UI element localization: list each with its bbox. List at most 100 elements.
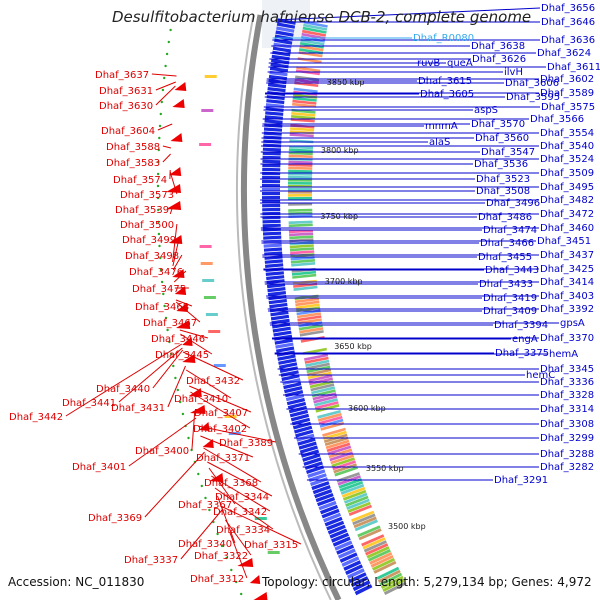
forward-gene-label[interactable]: Dhaf_3375 bbox=[495, 348, 549, 359]
forward-gene-label[interactable]: aspS bbox=[474, 105, 498, 116]
forward-gene-label[interactable]: Dhaf_3414 bbox=[540, 277, 594, 288]
forward-gene-label[interactable]: Dhaf_3486 bbox=[478, 212, 532, 223]
reverse-gene-label[interactable]: Dhaf_3476 bbox=[129, 267, 183, 278]
forward-gene-label[interactable]: Dhaf_3606 bbox=[505, 78, 559, 89]
forward-gene-label[interactable]: Dhaf_3451 bbox=[537, 236, 591, 247]
forward-gene-label[interactable]: Dhaf_3394 bbox=[494, 320, 548, 331]
reverse-gene-label[interactable]: Dhaf_3442 bbox=[9, 412, 63, 423]
forward-gene-label[interactable]: Dhaf_3419 bbox=[483, 293, 537, 304]
forward-gene-label[interactable]: Dhaf_3482 bbox=[540, 195, 594, 206]
forward-gene-label[interactable]: Dhaf_3308 bbox=[540, 419, 594, 430]
reverse-gene-label[interactable]: Dhaf_3573 bbox=[120, 190, 174, 201]
forward-gene-label[interactable]: Dhaf_3589 bbox=[540, 88, 594, 99]
reverse-gene-label[interactable]: Dhaf_3312 bbox=[190, 574, 244, 585]
forward-gene-label[interactable]: Dhaf_3437 bbox=[540, 250, 594, 261]
reverse-gene-label[interactable]: Dhaf_3446 bbox=[151, 334, 205, 345]
reverse-gene-label[interactable]: Dhaf_3432 bbox=[186, 376, 240, 387]
forward-gene-label[interactable]: Dhaf_3636 bbox=[541, 35, 595, 46]
forward-gene-label[interactable]: Dhaf_3509 bbox=[540, 168, 594, 179]
forward-gene-label[interactable]: Dhaf_3460 bbox=[540, 223, 594, 234]
reverse-gene-label[interactable]: Dhaf_3402 bbox=[193, 424, 247, 435]
reverse-gene-label[interactable]: Dhaf_3604 bbox=[101, 126, 155, 137]
forward-gene-label[interactable]: Dhaf_3433 bbox=[479, 279, 533, 290]
reverse-gene-label[interactable]: Dhaf_3475 bbox=[132, 284, 186, 295]
reverse-gene-label[interactable]: Dhaf_3574 bbox=[113, 175, 167, 186]
forward-gene-label[interactable]: Dhaf_3602 bbox=[540, 74, 594, 85]
forward-gene-label[interactable]: hemA bbox=[549, 349, 578, 360]
forward-gene-label[interactable]: Dhaf_3615 bbox=[418, 76, 472, 87]
reverse-gene-label[interactable]: Dhaf_3401 bbox=[72, 462, 126, 473]
reverse-gene-label[interactable]: Dhaf_3467 bbox=[143, 318, 197, 329]
forward-gene-label[interactable]: Dhaf_3291 bbox=[494, 475, 548, 486]
forward-gene-label[interactable]: queA bbox=[447, 58, 473, 69]
forward-gene-label[interactable]: Dhaf_3566 bbox=[530, 114, 584, 125]
forward-gene-label[interactable]: Dhaf_3425 bbox=[540, 264, 594, 275]
forward-gene-label[interactable]: ilvH bbox=[504, 67, 523, 78]
reverse-gene-label[interactable]: Dhaf_3322 bbox=[194, 551, 248, 562]
forward-gene-label[interactable]: Dhaf_R0080 bbox=[413, 33, 474, 44]
forward-gene-label[interactable]: Dhaf_3536 bbox=[474, 159, 528, 170]
reverse-gene-label[interactable]: Dhaf_3498 bbox=[125, 251, 179, 262]
forward-gene-label[interactable]: Dhaf_3443 bbox=[485, 265, 539, 276]
forward-gene-label[interactable]: Dhaf_3370 bbox=[540, 333, 594, 344]
forward-gene-label[interactable]: Dhaf_3605 bbox=[420, 89, 474, 100]
forward-gene-label[interactable]: Dhaf_3624 bbox=[537, 48, 591, 59]
reverse-gene-label[interactable]: Dhaf_3407 bbox=[194, 408, 248, 419]
forward-gene-label[interactable]: ruvB bbox=[417, 58, 440, 69]
forward-gene-label[interactable]: Dhaf_3455 bbox=[478, 252, 532, 263]
forward-gene-label[interactable]: engA bbox=[512, 334, 538, 345]
forward-gene-label[interactable]: alaS bbox=[429, 137, 450, 148]
forward-gene-label[interactable]: Dhaf_3403 bbox=[540, 291, 594, 302]
forward-gene-label[interactable]: Dhaf_3392 bbox=[540, 304, 594, 315]
forward-gene-label[interactable]: Dhaf_3314 bbox=[540, 404, 594, 415]
forward-gene-label[interactable]: Dhaf_3466 bbox=[480, 238, 534, 249]
reverse-gene-label[interactable]: Dhaf_3445 bbox=[155, 350, 209, 361]
reverse-gene-label[interactable]: Dhaf_3500 bbox=[120, 220, 174, 231]
forward-gene-label[interactable]: Dhaf_3345 bbox=[540, 364, 594, 375]
forward-gene-label[interactable]: Dhaf_3299 bbox=[540, 433, 594, 444]
forward-gene-label[interactable]: Dhaf_3575 bbox=[541, 102, 595, 113]
reverse-gene-label[interactable]: Dhaf_3342 bbox=[213, 507, 267, 518]
forward-gene-label[interactable]: Dhaf_3523 bbox=[476, 174, 530, 185]
forward-gene-label[interactable]: hemC bbox=[526, 370, 555, 381]
forward-gene-label[interactable]: Dhaf_3554 bbox=[540, 128, 594, 139]
forward-gene-label[interactable]: Dhaf_3646 bbox=[541, 17, 595, 28]
forward-gene-label[interactable]: Dhaf_3282 bbox=[540, 462, 594, 473]
forward-gene-label[interactable]: Dhaf_3336 bbox=[540, 377, 594, 388]
reverse-gene-label[interactable]: Dhaf_3468 bbox=[135, 302, 189, 313]
reverse-gene-label[interactable]: Dhaf_3539 bbox=[115, 205, 169, 216]
forward-gene-label[interactable]: Dhaf_3409 bbox=[483, 306, 537, 317]
reverse-gene-label[interactable]: Dhaf_3371 bbox=[196, 453, 250, 464]
forward-gene-label[interactable]: Dhaf_3595 bbox=[506, 92, 560, 103]
reverse-gene-label[interactable]: Dhaf_3583 bbox=[106, 158, 160, 169]
forward-gene-label[interactable]: Dhaf_3288 bbox=[540, 449, 594, 460]
forward-gene-label[interactable]: Dhaf_3540 bbox=[540, 141, 594, 152]
reverse-gene-label[interactable]: Dhaf_3410 bbox=[174, 394, 228, 405]
forward-gene-label[interactable]: Dhaf_3626 bbox=[472, 54, 526, 65]
reverse-gene-label[interactable]: Dhaf_3369 bbox=[88, 513, 142, 524]
reverse-gene-label[interactable]: Dhaf_3400 bbox=[135, 446, 189, 457]
reverse-gene-label[interactable]: Dhaf_3315 bbox=[244, 540, 298, 551]
reverse-gene-label[interactable]: Dhaf_3440 bbox=[96, 384, 150, 395]
forward-gene-label[interactable]: Dhaf_3570 bbox=[471, 119, 525, 130]
reverse-gene-label[interactable]: Dhaf_3588 bbox=[106, 142, 160, 153]
forward-gene-label[interactable]: Dhaf_3508 bbox=[476, 186, 530, 197]
forward-gene-label[interactable]: mnmA bbox=[425, 121, 458, 132]
forward-gene-label[interactable]: Dhaf_3560 bbox=[475, 133, 529, 144]
reverse-gene-label[interactable]: Dhaf_3367 bbox=[178, 500, 232, 511]
forward-gene-label[interactable]: Dhaf_3638 bbox=[471, 41, 525, 52]
forward-gene-label[interactable]: Dhaf_3496 bbox=[486, 198, 540, 209]
reverse-gene-label[interactable]: Dhaf_3344 bbox=[215, 492, 269, 503]
reverse-gene-label[interactable]: Dhaf_3499 bbox=[122, 235, 176, 246]
forward-gene-label[interactable]: Dhaf_3472 bbox=[540, 209, 594, 220]
forward-gene-label[interactable]: gpsA bbox=[560, 318, 585, 329]
reverse-gene-label[interactable]: Dhaf_3631 bbox=[99, 86, 153, 97]
reverse-gene-label[interactable]: Dhaf_3389 bbox=[219, 438, 273, 449]
forward-gene-label[interactable]: Dhaf_3656 bbox=[541, 3, 595, 14]
reverse-gene-label[interactable]: Dhaf_3340 bbox=[178, 539, 232, 550]
reverse-gene-label[interactable]: Dhaf_3441 bbox=[62, 398, 116, 409]
reverse-gene-label[interactable]: Dhaf_3337 bbox=[124, 555, 178, 566]
forward-gene-label[interactable]: Dhaf_3524 bbox=[540, 154, 594, 165]
forward-gene-label[interactable]: Dhaf_3495 bbox=[540, 182, 594, 193]
reverse-gene-label[interactable]: Dhaf_3637 bbox=[95, 70, 149, 81]
